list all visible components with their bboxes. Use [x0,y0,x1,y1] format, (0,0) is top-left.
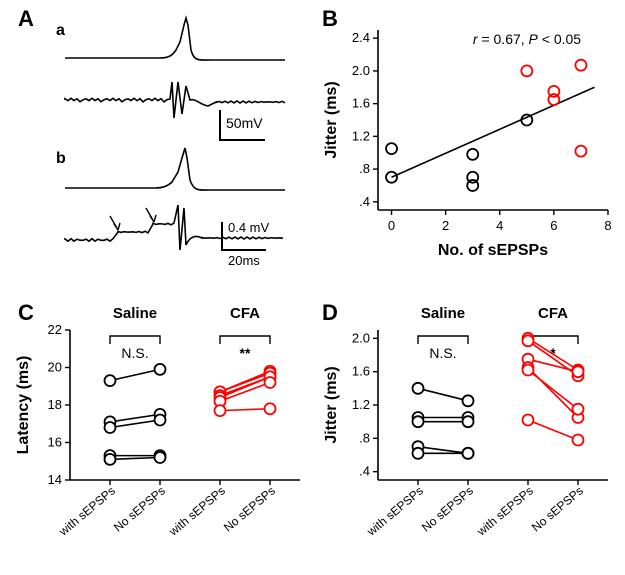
svg-text:.4: .4 [359,464,370,479]
svg-text:.8: .8 [359,430,370,445]
svg-text:No sEPSPs: No sEPSPs [529,484,586,535]
svg-text:with sEPSPs: with sEPSPs [474,484,536,540]
svg-text:1.6: 1.6 [352,364,370,379]
svg-text:Jitter (ms): Jitter (ms) [323,81,340,158]
svg-text:Latency (ms): Latency (ms) [15,356,32,455]
svg-text:20: 20 [48,360,62,375]
svg-text:Saline: Saline [421,305,465,322]
svg-text:.8: .8 [359,161,370,176]
svg-text:.4: .4 [359,194,370,209]
svg-text:20ms: 20ms [228,253,260,268]
svg-text:N.S.: N.S. [121,345,148,361]
svg-text:with sEPSPs: with sEPSPs [56,484,118,540]
svg-text:No sEPSPs: No sEPSPs [221,484,278,535]
svg-text:2.0: 2.0 [352,63,370,78]
svg-text:CFA: CFA [230,305,260,322]
svg-text:1.6: 1.6 [352,96,370,111]
svg-text:No sEPSPs: No sEPSPs [419,484,476,535]
svg-text:with sEPSPs: with sEPSPs [364,484,426,540]
svg-text:r = 0.67, P < 0.05: r = 0.67, P < 0.05 [473,31,581,47]
svg-text:0.4 mV: 0.4 mV [228,220,270,235]
svg-text:1.2: 1.2 [352,128,370,143]
svg-text:22: 22 [48,322,62,337]
svg-text:50mV: 50mV [226,115,263,131]
svg-text:2.4: 2.4 [352,30,370,45]
svg-text:14: 14 [48,472,62,487]
svg-text:No sEPSPs: No sEPSPs [111,484,168,535]
svg-text:4: 4 [496,218,503,233]
svg-text:1.2: 1.2 [352,397,370,412]
panel-D-chart: .4.81.21.62.0with sEPSPsNo sEPSPswith sE… [318,300,618,575]
svg-text:16: 16 [48,435,62,450]
svg-text:No. of sEPSPs: No. of sEPSPs [438,242,548,259]
figure: A B C D a b 50mV0.4 mV20ms 02468.4.81.21… [0,0,625,572]
svg-text:8: 8 [604,218,611,233]
svg-text:**: ** [240,345,251,361]
svg-text:with sEPSPs: with sEPSPs [166,484,228,540]
svg-text:Jitter (ms): Jitter (ms) [323,366,340,443]
svg-text:CFA: CFA [538,305,568,322]
panel-B-scatter: 0 2 4 6 8 .4 .8 1.2 1.6 2.0 2.4 No. of sEPSPs Jitter… [318,10,618,290]
svg-text:N.S.: N.S. [429,345,456,361]
svg-text:18: 18 [48,397,62,412]
svg-text:Saline: Saline [113,305,157,322]
svg-text:2: 2 [442,218,449,233]
svg-text:6: 6 [550,218,557,233]
panel-C-chart: 1416182022with sEPSPsNo sEPSPswith sEPSP… [10,300,310,575]
svg-text:2.0: 2.0 [352,330,370,345]
panel-A-traces: 50mV 0.4 mV 20ms [10,10,310,290]
svg-text:0: 0 [388,218,395,233]
